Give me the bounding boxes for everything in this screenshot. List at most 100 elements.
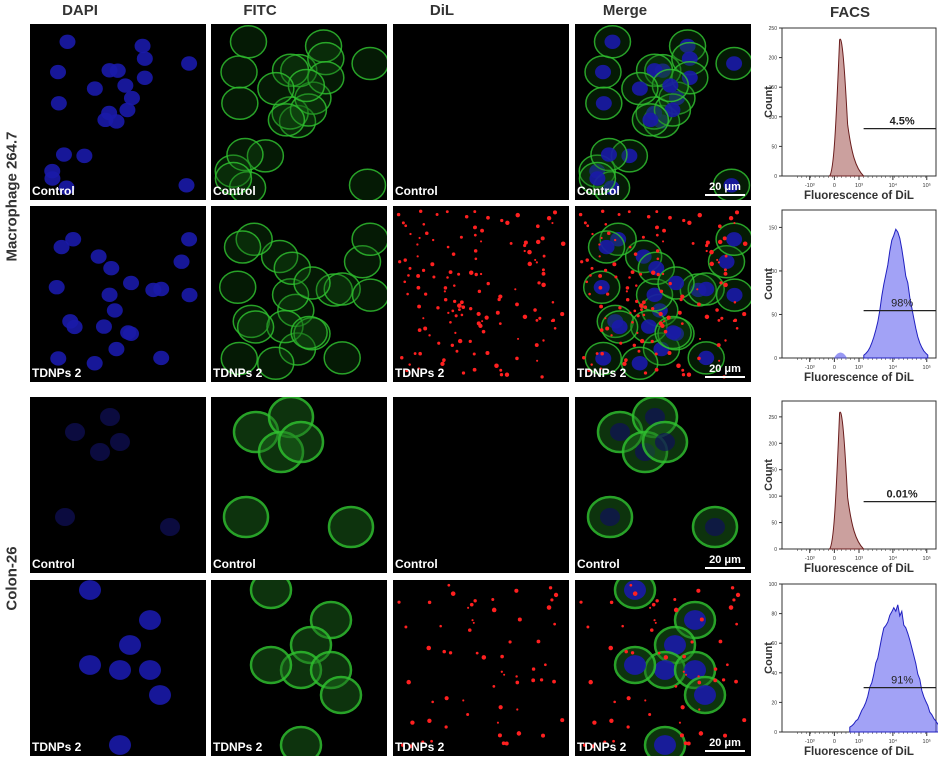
scale-bar: 20 μm: [705, 554, 745, 569]
micrograph-image: [579, 580, 747, 756]
facs-histogram-row-3: 0 50 100 150 200 250 -10³ 0 10³ 10⁴ 10⁵ 0.01% Fluore…: [762, 395, 938, 583]
histogram-curve: [828, 411, 865, 550]
scale-bar-label: 20 μm: [709, 554, 741, 566]
row-header-macrophage: Macrophage 264.7: [3, 131, 21, 262]
histogram-curve: [828, 38, 865, 177]
micrograph-image: [249, 580, 363, 756]
x-tick-label: 0: [833, 739, 836, 745]
panel-dil-row-3: Control: [393, 397, 569, 573]
panel-fitc-row-4: TDNPs 2: [211, 580, 387, 756]
panel-label: Control: [213, 184, 256, 198]
panel-label: TDNPs 2: [395, 366, 445, 380]
facs-histogram-row-1: 0 50 100 150 200 250 -10³ 0 10³ 10⁴ 10⁵ 4.5% Fluores…: [762, 22, 938, 210]
column-header-facs: FACS: [829, 4, 870, 21]
facs-histogram-row-4: 0 20 40 60 80 100 -10³ 0 10³ 10⁴ 10⁵ 91% Fluorescenc…: [762, 578, 938, 766]
facs-histogram-row-2: 0 50 100 150 -10³ 0 10³ 10⁴ 10⁵ 98% Fluorescence o…: [762, 204, 938, 392]
panel-merge-row-1: Control 20 μm: [575, 24, 751, 200]
micrograph-image: [578, 209, 751, 380]
histogram-curve: [863, 228, 929, 359]
column-header-merge: Merge: [602, 2, 648, 19]
panel-dapi-row-1: Control: [30, 24, 206, 200]
y-axis-label: Count: [763, 268, 775, 300]
panel-label: TDNPs 2: [577, 366, 627, 380]
panel-dapi-row-3: Control: [30, 397, 206, 573]
y-tick-label: 0: [774, 174, 777, 180]
histogram-curve: [849, 604, 938, 733]
y-tick-label: 150: [769, 225, 778, 231]
panel-dil-row-1: Control: [393, 24, 569, 200]
y-axis-label: Count: [763, 642, 775, 674]
panel-fitc-row-1: Control: [211, 24, 387, 200]
x-tick-label: 10⁴: [889, 738, 898, 745]
y-tick-label: 0: [774, 730, 777, 736]
y-tick-label: 150: [769, 85, 778, 91]
y-tick-label: 0: [774, 356, 777, 362]
scale-bar-line: [705, 567, 745, 569]
panel-merge-row-3: Control 20 μm: [575, 397, 751, 573]
y-axis-label: Count: [763, 86, 775, 118]
micrograph-image: [218, 222, 387, 380]
panel-label: TDNPs 2: [213, 366, 263, 380]
panel-label: Control: [395, 184, 438, 198]
y-tick-label: 80: [771, 612, 777, 618]
y-axis-label: Count: [763, 459, 775, 491]
x-tick-label: 10⁴: [889, 364, 898, 371]
y-tick-label: 20: [771, 700, 777, 706]
y-tick-label: 100: [769, 269, 778, 275]
micrograph-image: [222, 397, 375, 549]
column-header-fitc: FITC: [243, 2, 277, 19]
scale-bar-label: 20 μm: [709, 737, 741, 749]
y-tick-label: 200: [769, 56, 778, 62]
y-tick-label: 50: [771, 521, 777, 527]
x-tick-label: -10³: [805, 183, 815, 189]
y-tick-label: 250: [769, 26, 778, 32]
micrograph-image: [214, 25, 387, 200]
panel-label: Control: [213, 557, 256, 571]
micrograph-image: [396, 209, 566, 379]
scale-bar-label: 20 μm: [709, 181, 741, 193]
panel-label: TDNPs 2: [213, 740, 263, 754]
micrograph-image: [48, 232, 198, 371]
y-tick-label: 50: [771, 144, 777, 150]
x-tick-label: 10⁴: [889, 555, 898, 562]
y-tick-label: 0: [774, 547, 777, 553]
x-tick-label: 0: [833, 365, 836, 371]
micrograph-image: [393, 397, 569, 573]
column-header-dil: DiL: [429, 2, 455, 19]
panel-label: Control: [395, 557, 438, 571]
panel-merge-row-2: TDNPs 2 20 μm: [575, 206, 751, 382]
facs-plot: 0 20 40 60 80 100 -10³ 0 10³ 10⁴ 10⁵ 91% Fluorescenc…: [763, 582, 938, 758]
x-tick-label: 10⁵: [923, 555, 931, 562]
y-tick-label: 100: [769, 115, 778, 121]
y-tick-label: 250: [769, 415, 778, 421]
micrograph-image: [55, 408, 180, 536]
facs-plot: 0 50 100 150 200 250 -10³ 0 10³ 10⁴ 10⁵ 0.01% Fluore…: [763, 400, 937, 575]
y-tick-label: 60: [771, 641, 777, 647]
x-tick-label: 10⁵: [923, 738, 931, 745]
x-tick-label: 0: [833, 183, 836, 189]
panel-dapi-row-4: TDNPs 2: [30, 580, 206, 756]
x-axis-label: Fluorescence of DiL: [804, 372, 914, 384]
panel-fitc-row-3: Control: [211, 397, 387, 573]
x-tick-label: 10⁵: [923, 364, 931, 371]
panel-label: Control: [32, 184, 75, 198]
y-tick-label: 100: [769, 494, 778, 500]
x-axis-label: Fluorescence of DiL: [804, 563, 914, 575]
panel-dapi-row-2: TDNPs 2: [30, 206, 206, 382]
scale-bar-line: [705, 750, 745, 752]
micrograph-image: [393, 24, 569, 200]
facs-plot: 0 50 100 150 -10³ 0 10³ 10⁴ 10⁵ 98% Fluorescence o…: [763, 209, 937, 384]
y-tick-label: 40: [771, 671, 777, 677]
micrograph-image: [44, 34, 198, 195]
panel-label: TDNPs 2: [577, 740, 627, 754]
gate-percentage: 91%: [891, 675, 913, 687]
micrograph-image: [586, 397, 739, 549]
x-tick-label: 10⁴: [889, 182, 898, 189]
x-tick-label: 10³: [855, 365, 863, 371]
panel-label: Control: [577, 184, 620, 198]
facs-plot: 0 50 100 150 200 250 -10³ 0 10³ 10⁴ 10⁵ 4.5% Fluores…: [763, 26, 937, 202]
scale-bar-line: [705, 194, 745, 196]
micrograph-image: [397, 583, 565, 749]
x-tick-label: 10³: [855, 183, 863, 189]
x-tick-label: 10³: [855, 556, 863, 562]
